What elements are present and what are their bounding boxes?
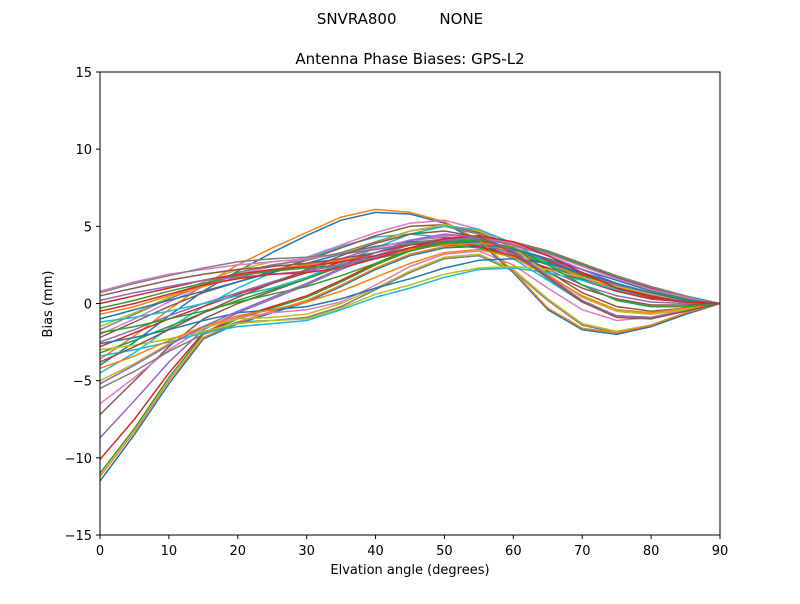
series-line — [99, 239, 721, 320]
series-line — [99, 267, 721, 357]
series-line — [99, 233, 721, 385]
series-line — [99, 236, 721, 305]
series-line — [99, 224, 721, 328]
chart-title: Antenna Phase Biases: GPS-L2 — [295, 50, 524, 68]
y-tick-label: −5 — [73, 375, 92, 390]
series-line — [99, 257, 721, 345]
figure-suptitle: SNVRA800 NONE — [317, 10, 483, 28]
x-axis-label: Elvation angle (degrees) — [330, 563, 489, 578]
y-tick-label: 10 — [75, 143, 92, 158]
x-tick-label: 70 — [574, 544, 591, 559]
x-tick-label: 80 — [643, 544, 660, 559]
series-line — [99, 265, 721, 351]
x-tick-label: 10 — [161, 544, 178, 559]
series-line — [99, 236, 721, 305]
x-tick-label: 20 — [230, 544, 247, 559]
y-tick-label: 15 — [75, 66, 92, 81]
y-tick-label: 5 — [84, 220, 92, 235]
x-tick-label: 30 — [298, 544, 315, 559]
series-line — [99, 234, 721, 312]
x-axis-ticks: 0 10 20 30 40 50 60 70 80 90 — [96, 535, 728, 559]
series-line — [99, 253, 721, 382]
x-tick-label: 90 — [712, 544, 729, 559]
x-tick-label: 50 — [436, 544, 453, 559]
y-tick-label: −15 — [65, 529, 92, 544]
y-tick-label: −10 — [65, 452, 92, 467]
x-tick-label: 0 — [96, 544, 104, 559]
y-tick-label: 0 — [84, 298, 92, 313]
series-line — [99, 230, 721, 363]
x-tick-label: 40 — [367, 544, 384, 559]
y-axis-label: Bias (mm) — [41, 271, 56, 338]
x-tick-label: 60 — [505, 544, 522, 559]
series-line — [99, 224, 721, 339]
series-layer — [99, 208, 721, 482]
series-line — [99, 239, 721, 334]
y-axis-ticks: −15 −10 −5 0 5 10 15 — [65, 66, 100, 544]
